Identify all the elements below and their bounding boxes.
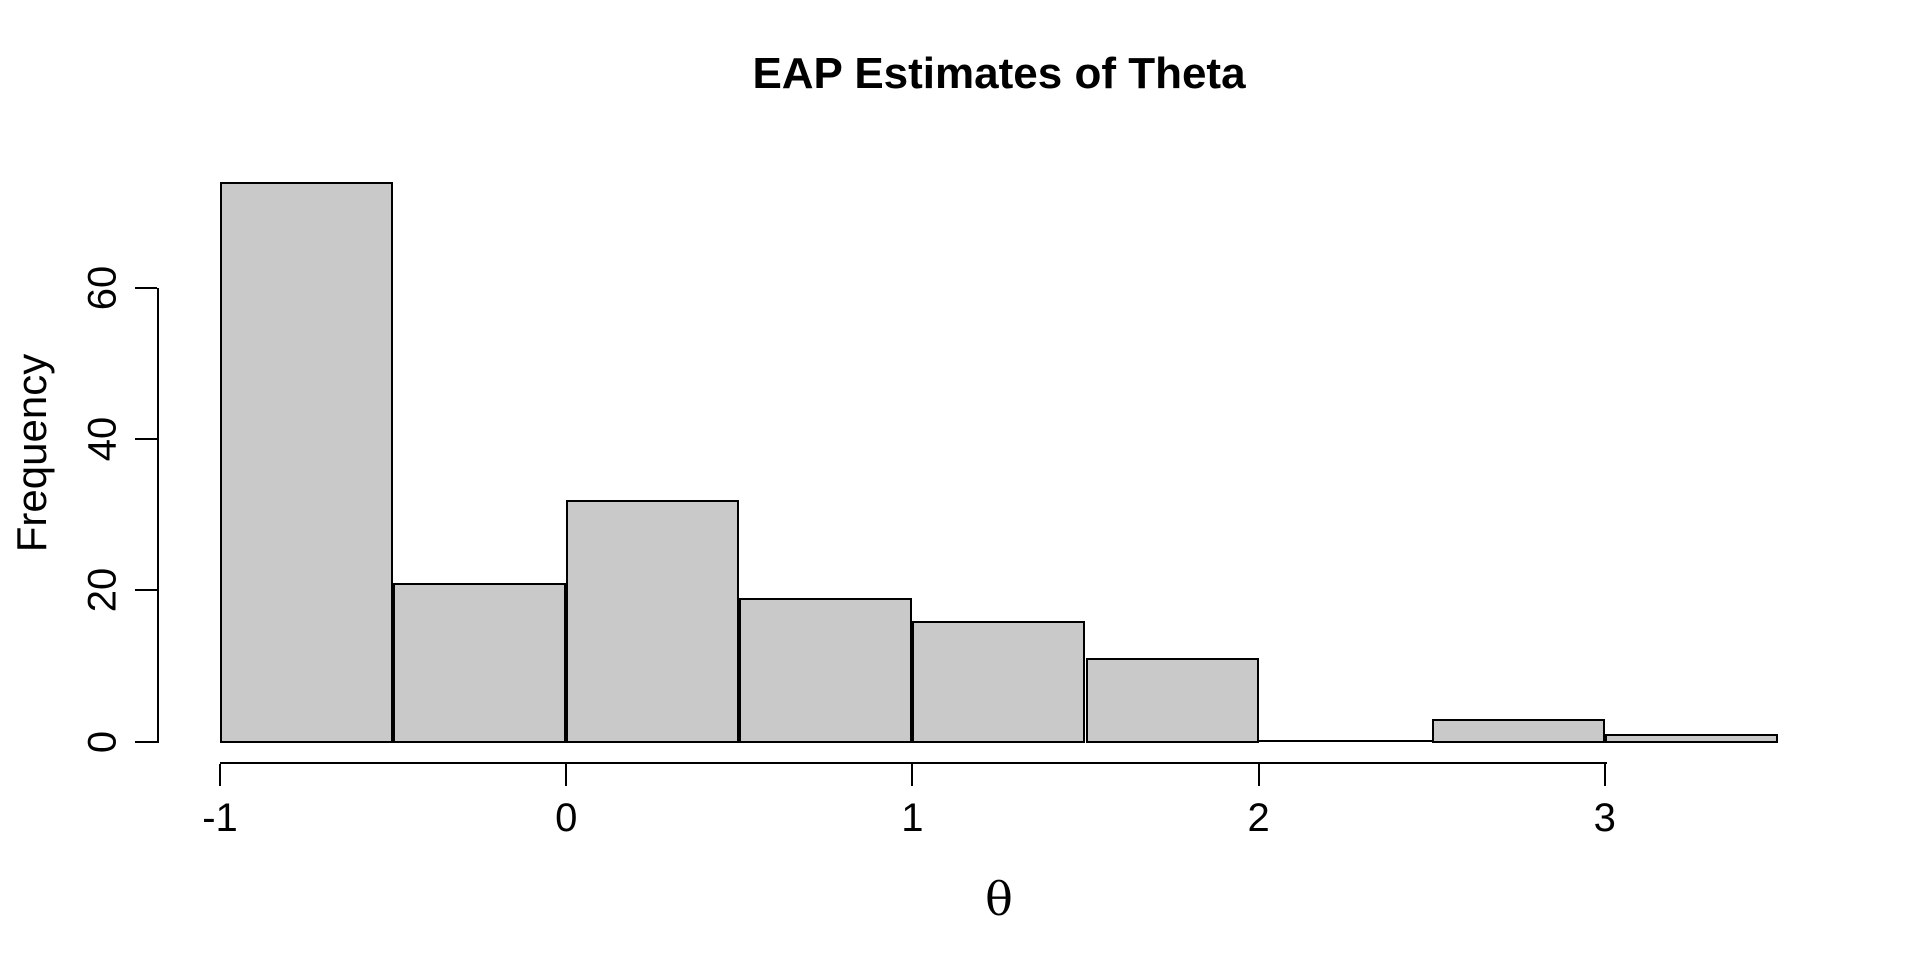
x-axis-label-theta: θ	[985, 872, 1013, 926]
x-tick	[1603, 764, 1606, 786]
x-tick-label: 2	[1247, 796, 1270, 840]
y-tick-label: 20	[80, 568, 125, 613]
histogram-bar-zero	[1258, 740, 1432, 742]
y-tick-label: 60	[80, 265, 125, 311]
y-axis-label: Frequency	[8, 353, 55, 553]
histogram-bar	[220, 182, 394, 744]
y-tick	[135, 438, 157, 441]
x-tick	[565, 764, 568, 786]
y-axis-line	[157, 288, 159, 744]
y-tick	[135, 287, 157, 290]
histogram-bar	[739, 597, 913, 744]
chart-title: EAP Estimates of Theta	[752, 49, 1246, 98]
histogram-bar	[1431, 718, 1605, 744]
histogram-bar	[1085, 658, 1259, 744]
histogram-bar	[393, 582, 567, 744]
histogram-bar	[1604, 733, 1778, 744]
x-tick	[911, 764, 914, 786]
x-tick	[1257, 764, 1260, 786]
x-tick	[219, 764, 221, 786]
x-tick-label: 3	[1593, 796, 1616, 840]
y-tick-label: 40	[80, 417, 125, 462]
y-tick-label: 0	[80, 730, 125, 753]
x-tick-label: 0	[555, 796, 578, 840]
histogram-bar	[566, 499, 740, 744]
y-tick	[135, 589, 157, 592]
x-tick-label: -1	[202, 796, 238, 840]
x-tick-label: 1	[901, 796, 924, 840]
y-tick	[135, 740, 157, 743]
histogram-bar	[912, 620, 1086, 744]
x-axis-line	[220, 762, 1607, 764]
